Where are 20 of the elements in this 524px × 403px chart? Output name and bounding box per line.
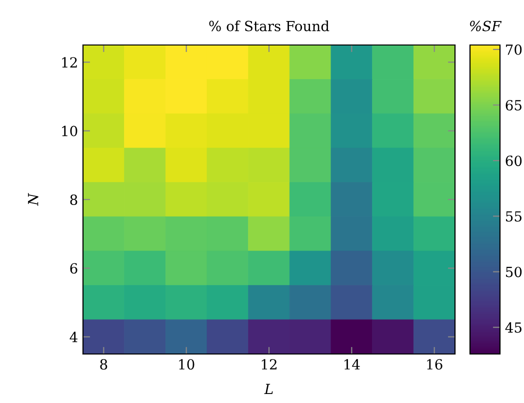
y-tick-label: 4	[70, 332, 78, 342]
y-tick-label: 6	[70, 263, 78, 274]
x-tick-label: 16	[427, 359, 442, 370]
color-bar-label: 55	[506, 211, 522, 222]
x-tick-label: 8	[100, 359, 108, 370]
color-bar-label: 50	[506, 266, 522, 278]
y-tick-label: 10	[62, 126, 78, 136]
color-bar-label: 65	[506, 100, 522, 110]
x-tick-label: 10	[179, 359, 194, 370]
y-axis-title: N	[28, 193, 38, 206]
x-tick-label: 12	[262, 359, 276, 370]
y-tick-label: 12	[62, 57, 77, 68]
color-bar-title: %SF	[470, 20, 502, 32]
x-tick-label: 14	[344, 359, 360, 370]
chart-title: % of Stars Found	[209, 20, 330, 32]
y-tick-label: 8	[70, 194, 78, 205]
color-bar-label: 45	[505, 322, 522, 333]
color-bar-label: 70	[506, 44, 522, 55]
x-axis-title: L	[264, 384, 273, 394]
color-bar-label: 60	[506, 156, 522, 166]
